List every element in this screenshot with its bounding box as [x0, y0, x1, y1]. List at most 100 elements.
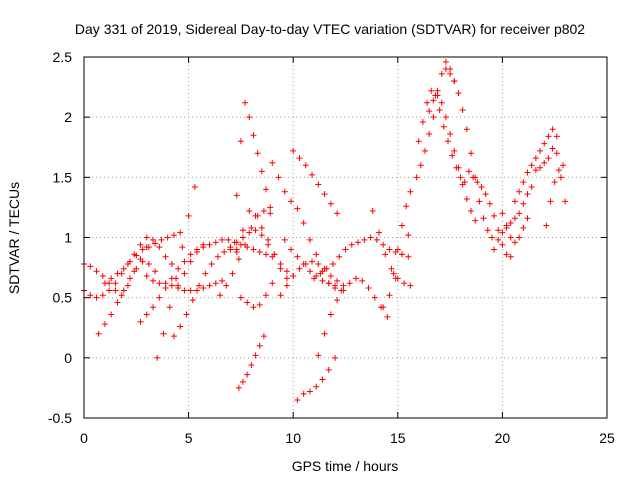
data-point: [156, 280, 163, 287]
series-arc-27: [415, 87, 468, 186]
data-point: [449, 152, 456, 159]
data-point: [327, 273, 334, 280]
data-point: [114, 299, 121, 306]
data-point: [133, 265, 140, 272]
y-tick-label: 1.5: [53, 169, 73, 185]
data-point: [562, 198, 569, 205]
data-point: [256, 342, 263, 349]
data-point: [267, 204, 274, 211]
data-point: [447, 70, 454, 77]
data-point: [507, 234, 514, 241]
data-point: [313, 251, 320, 258]
data-point: [511, 198, 518, 205]
data-point: [311, 275, 318, 282]
data-point: [451, 147, 458, 154]
y-tick-label: 2: [64, 109, 72, 125]
data-point: [250, 246, 257, 253]
data-point: [428, 87, 435, 94]
data-point: [398, 222, 405, 229]
data-point: [294, 205, 301, 212]
series-arc-30: [465, 168, 514, 260]
series-arc-8: [175, 236, 276, 289]
series-arc-5: [154, 183, 198, 361]
series-arc-29: [442, 66, 495, 241]
data-point: [206, 282, 213, 289]
data-point: [156, 244, 163, 251]
data-point: [288, 246, 295, 253]
data-point: [112, 287, 119, 294]
data-point: [300, 260, 307, 267]
series-arc-16: [269, 159, 345, 294]
data-point: [263, 292, 270, 299]
data-point: [325, 280, 332, 287]
data-point: [503, 222, 510, 229]
data-point: [248, 362, 255, 369]
data-point: [309, 258, 316, 265]
data-point: [242, 99, 249, 106]
data-point: [470, 174, 477, 181]
data-point: [334, 297, 341, 304]
x-tick-label: 15: [390, 430, 406, 446]
data-point: [332, 282, 339, 289]
data-point: [152, 240, 159, 247]
series-arc-36: [549, 126, 569, 205]
data-point: [193, 287, 200, 294]
data-point: [118, 292, 125, 299]
data-point: [455, 164, 462, 171]
data-point: [482, 191, 489, 198]
data-point: [179, 244, 186, 251]
data-point: [265, 236, 272, 243]
data-point: [137, 241, 144, 248]
data-point: [225, 236, 232, 243]
data-point: [263, 186, 270, 193]
data-point: [300, 390, 307, 397]
data-point: [277, 265, 284, 272]
data-point: [447, 131, 454, 138]
data-point: [227, 244, 234, 251]
data-point: [283, 282, 290, 289]
series-arc-6: [137, 241, 207, 325]
data-points-layer: [81, 58, 569, 403]
data-point: [503, 251, 510, 258]
data-point: [545, 155, 552, 162]
data-point: [555, 167, 562, 174]
data-point: [145, 260, 152, 267]
data-point: [99, 292, 106, 299]
data-point: [120, 265, 127, 272]
data-point: [334, 277, 341, 284]
series-arc-11: [227, 227, 297, 280]
data-point: [401, 280, 408, 287]
data-point: [269, 280, 276, 287]
series-arc-34: [532, 133, 560, 174]
series-arc-21: [315, 275, 391, 359]
data-point: [93, 268, 100, 275]
data-point: [532, 167, 539, 174]
data-point: [549, 126, 556, 133]
data-point: [306, 268, 313, 275]
data-point: [87, 263, 94, 270]
data-point: [321, 330, 328, 337]
data-point: [168, 282, 175, 289]
data-point: [185, 212, 192, 219]
data-point: [212, 239, 219, 246]
data-point: [315, 181, 322, 188]
data-point: [380, 241, 387, 248]
data-point: [440, 123, 447, 130]
data-point: [235, 384, 242, 391]
data-point: [283, 275, 290, 282]
x-tick-label: 0: [80, 430, 88, 446]
y-tick-label: 2.5: [53, 49, 73, 65]
series-arc-26: [413, 58, 458, 181]
data-point: [139, 246, 146, 253]
data-point: [168, 275, 175, 282]
y-tick-label: 0.5: [53, 290, 73, 306]
data-point: [281, 188, 288, 195]
data-point: [170, 333, 177, 340]
data-point: [271, 251, 278, 258]
data-point: [237, 294, 244, 301]
data-point: [545, 133, 552, 140]
data-point: [168, 260, 175, 267]
data-point: [507, 220, 514, 227]
data-point: [239, 227, 246, 234]
data-point: [260, 208, 267, 215]
